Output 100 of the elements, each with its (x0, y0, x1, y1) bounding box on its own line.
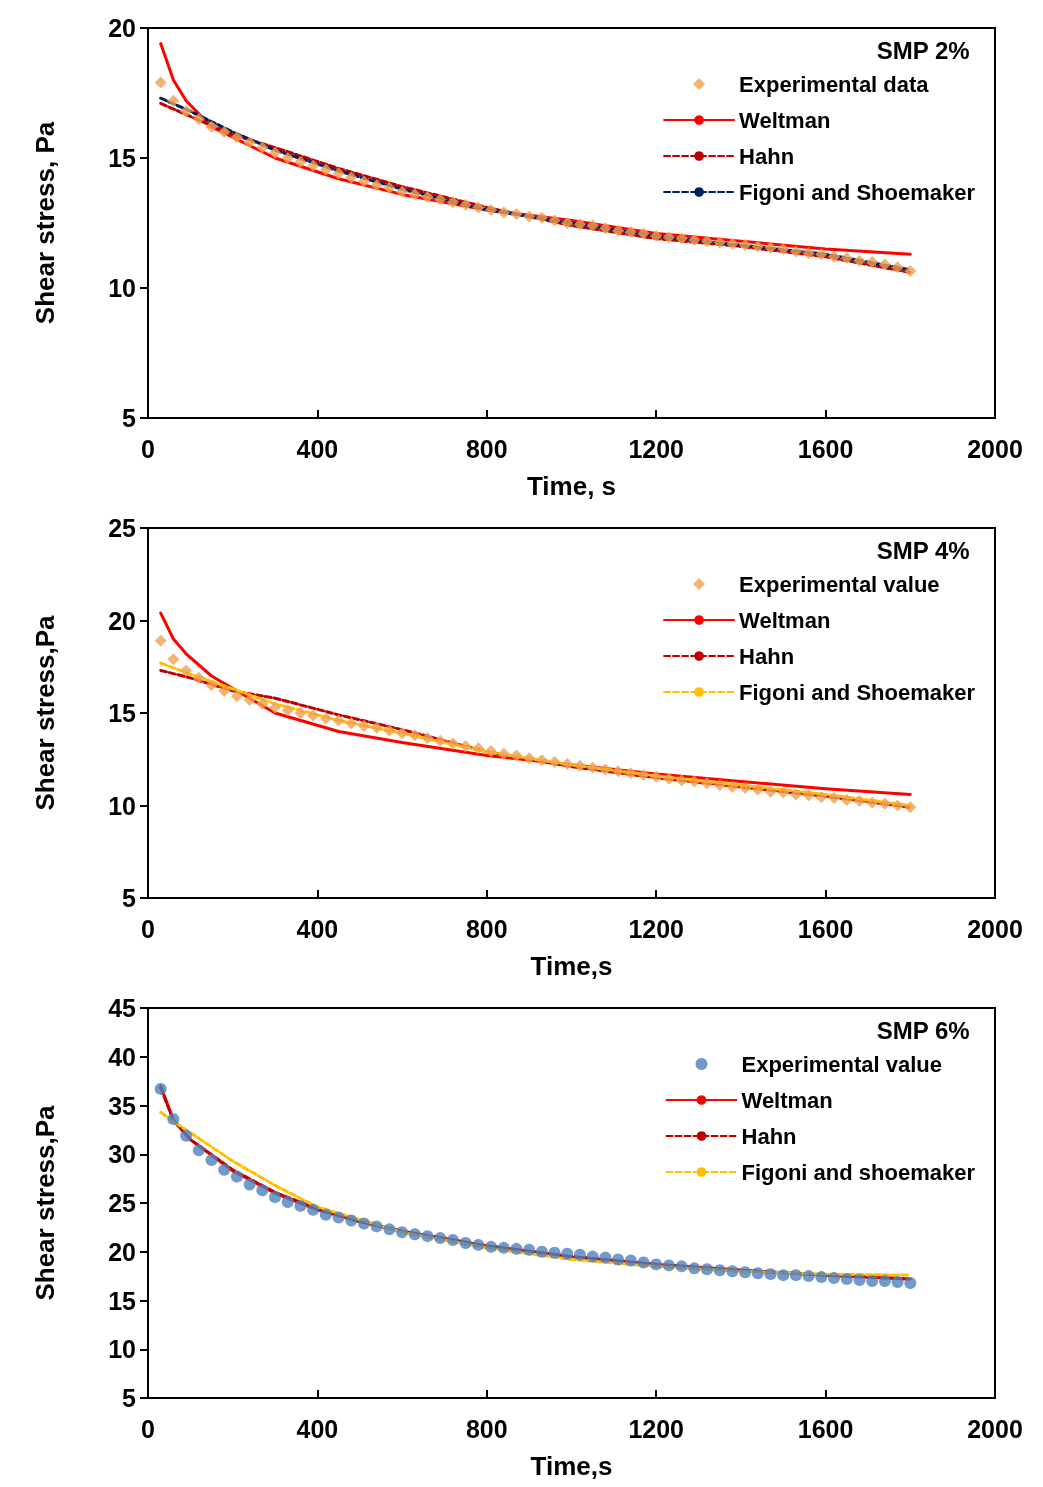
point (662, 231, 675, 244)
point (205, 120, 218, 133)
point (294, 155, 307, 168)
point (802, 1270, 815, 1283)
point (510, 749, 523, 762)
point (675, 774, 688, 787)
point (459, 740, 472, 753)
point (586, 761, 599, 774)
point (726, 237, 739, 250)
x-tick-label: 1600 (797, 914, 854, 943)
legend-label: Hahn (739, 143, 795, 169)
y-tick-label: 20 (108, 14, 136, 42)
point (777, 243, 790, 255)
point (472, 742, 485, 755)
x-tick-label: 2000 (967, 434, 1023, 463)
point (396, 1226, 409, 1239)
point (739, 781, 752, 794)
point (345, 171, 358, 184)
point (523, 1243, 536, 1256)
point (662, 1259, 675, 1272)
point (256, 697, 269, 710)
point (167, 1113, 180, 1126)
point (701, 235, 714, 248)
point (586, 219, 599, 232)
point (713, 1264, 726, 1277)
point (751, 240, 764, 253)
point (307, 709, 320, 722)
point (815, 791, 828, 804)
point (675, 232, 688, 245)
point (535, 754, 548, 767)
y-tick-label: 20 (108, 606, 136, 635)
point (726, 1265, 739, 1278)
point (421, 1230, 434, 1243)
x-tick-label: 400 (296, 434, 339, 463)
point (383, 181, 396, 194)
point (637, 227, 650, 240)
point (548, 214, 561, 227)
point (866, 1275, 879, 1287)
point (294, 707, 307, 719)
point (180, 105, 193, 118)
point (624, 226, 637, 239)
point (180, 664, 193, 677)
point (548, 756, 561, 769)
point (751, 1267, 764, 1280)
point (764, 785, 777, 798)
point (866, 796, 879, 809)
point (726, 781, 739, 793)
legend-label: Weltman (739, 107, 831, 133)
point (408, 729, 421, 742)
point (472, 201, 485, 214)
point (688, 1262, 701, 1275)
point (269, 146, 282, 159)
point (230, 1170, 243, 1183)
legend-title: SMP 4% (876, 536, 970, 564)
y-tick-label: 5 (122, 1384, 137, 1412)
legend-label: Experimental value (741, 1051, 943, 1077)
point (256, 1184, 269, 1197)
y-tick-label: 15 (108, 1286, 137, 1315)
legend-label: Figoni and Shoemaker (739, 179, 976, 205)
point (370, 179, 383, 192)
y-tick-label: 10 (108, 274, 136, 302)
point (434, 193, 447, 206)
point (192, 113, 205, 125)
point (459, 198, 472, 211)
point (510, 207, 523, 220)
point (408, 188, 421, 201)
x-tick-label: 400 (296, 1414, 339, 1443)
point (573, 218, 586, 231)
point (192, 671, 205, 684)
point (777, 786, 790, 799)
y-tick-label: 5 (122, 404, 137, 432)
x-tick-label: 1200 (628, 1414, 685, 1443)
y-tick-label: 5 (122, 884, 137, 912)
x-tick-label: 800 (465, 1414, 508, 1443)
point (535, 1245, 548, 1258)
y-tick-label: 20 (108, 1237, 136, 1266)
x-tick-label: 800 (465, 434, 508, 463)
point (154, 634, 167, 647)
point (497, 747, 510, 760)
point (675, 1260, 688, 1273)
point (828, 250, 841, 263)
y-tick-label: 30 (108, 1140, 136, 1169)
point (878, 1275, 891, 1287)
point (586, 1250, 599, 1263)
point (840, 793, 853, 806)
point (599, 763, 612, 776)
point (561, 1247, 574, 1260)
y-axis-title: Shear stress,Pa (30, 614, 60, 811)
point (446, 737, 459, 750)
point (510, 1242, 523, 1255)
x-tick-label: 0 (141, 914, 155, 943)
point (891, 1275, 904, 1288)
point (230, 690, 243, 703)
y-tick-label: 10 (108, 791, 136, 820)
point (802, 789, 815, 802)
point (243, 1178, 256, 1191)
point (269, 701, 282, 714)
point (815, 1271, 828, 1284)
point (281, 1196, 294, 1209)
point (853, 794, 866, 807)
